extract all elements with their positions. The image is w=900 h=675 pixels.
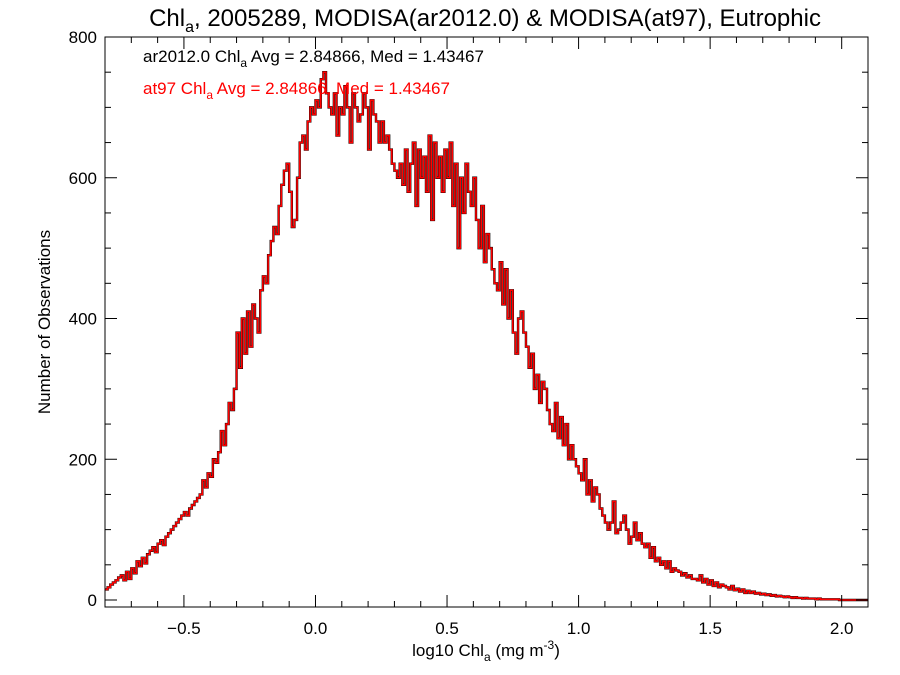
x-tick-label: 1.0: [567, 619, 591, 638]
series-line-at97: [105, 71, 868, 601]
y-tick-label: 200: [69, 450, 97, 469]
y-axis-label: Number of Observations: [35, 230, 54, 414]
x-tick-label: 2.0: [830, 619, 854, 638]
x-tick-label: 0.5: [435, 619, 459, 638]
chart-title: Chla, 2005289, MODISA(ar2012.0) & MODISA…: [149, 5, 821, 36]
y-tick-label: 600: [69, 169, 97, 188]
annotation-at97: at97 Chla Avg = 2.84866, Med = 1.43467: [143, 79, 450, 102]
x-tick-label: 1.5: [698, 619, 722, 638]
y-tick-label: 0: [88, 591, 97, 610]
y-tick-label: 400: [69, 310, 97, 329]
annotation-ar2012: ar2012.0 Chla Avg = 2.84866, Med = 1.434…: [143, 47, 484, 70]
y-axis: 0 200 400 600 800: [69, 28, 868, 610]
x-tick-label: −0.5: [167, 619, 201, 638]
x-axis-label: log10 Chla (mg m-3): [412, 638, 560, 664]
series-layer: [105, 70, 868, 602]
series-line-ar2012.0: [105, 70, 868, 602]
y-tick-label: 800: [69, 28, 97, 47]
plot-frame: [104, 36, 869, 608]
x-axis: −0.5 0.0 0.5 1.0 1.5 2.0: [130, 37, 854, 638]
x-tick-label: 0.0: [304, 619, 328, 638]
annotations: ar2012.0 Chla Avg = 2.84866, Med = 1.434…: [143, 47, 484, 102]
